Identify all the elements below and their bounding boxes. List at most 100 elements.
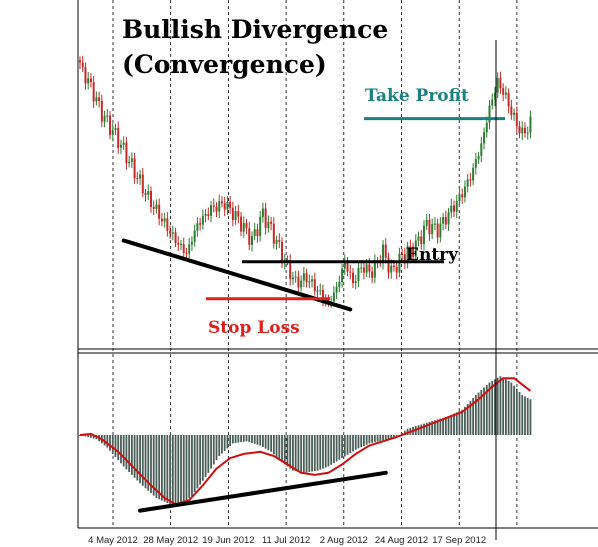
candle-body — [89, 78, 92, 83]
candle-body — [212, 205, 215, 207]
histogram-bar — [242, 435, 245, 442]
histogram-bar — [453, 413, 455, 435]
candle-body — [245, 222, 248, 229]
candle-body — [308, 281, 311, 283]
candle-body — [469, 179, 472, 181]
candle-body — [403, 254, 406, 264]
histogram-bar — [428, 421, 431, 435]
candle-body — [332, 292, 335, 302]
histogram-bar — [488, 382, 491, 435]
histogram-bar — [474, 395, 477, 435]
histogram-bar — [117, 435, 120, 461]
candle-body — [193, 230, 196, 242]
histogram-bar — [461, 409, 464, 435]
candle-body — [152, 206, 155, 209]
candle-body — [291, 277, 294, 280]
candle-body — [341, 268, 344, 283]
candle-body — [95, 97, 98, 102]
candle-body — [81, 62, 84, 68]
histogram-bar — [231, 435, 234, 444]
candle-body — [412, 246, 415, 257]
histogram-bar — [529, 399, 532, 435]
histogram-bar — [444, 416, 447, 435]
candle-body — [406, 246, 409, 264]
candle-body — [518, 126, 521, 134]
candle-body — [474, 159, 477, 168]
candle-body — [182, 244, 185, 253]
histogram-bar — [92, 435, 95, 439]
price-candles — [79, 55, 532, 309]
candle-body — [371, 271, 374, 278]
histogram-bar — [136, 435, 139, 481]
histogram-bar — [130, 435, 133, 475]
histogram-bar — [111, 435, 114, 454]
candle-body — [450, 205, 453, 213]
candle-body — [491, 99, 494, 106]
candle-body — [190, 241, 193, 245]
histogram-bar — [150, 435, 152, 494]
histogram-bar — [177, 435, 180, 505]
histogram-bar — [439, 418, 442, 435]
histogram-bar — [133, 435, 136, 478]
candle-body — [305, 273, 308, 283]
candle-body — [226, 201, 229, 210]
candle-body — [311, 279, 314, 282]
candle-body — [352, 272, 354, 284]
histogram-bar — [248, 435, 251, 443]
histogram-bar — [234, 435, 237, 443]
histogram-bar — [499, 376, 502, 435]
histogram-bar — [330, 435, 333, 465]
time-axis-labels: 4 May 2012 28 May 2012 19 Jun 2012 11 Jul 2… — [88, 535, 486, 546]
candle-body — [253, 229, 256, 237]
candle-body — [384, 244, 387, 258]
histogram-bar — [455, 412, 458, 435]
candle-body — [294, 276, 297, 278]
candle-body — [510, 106, 513, 115]
histogram-bar — [229, 435, 232, 446]
histogram-bar — [191, 435, 193, 496]
candle-body — [313, 279, 316, 292]
candle-body — [365, 264, 368, 273]
histogram-bar — [166, 435, 169, 504]
histogram-bar — [218, 435, 221, 456]
candle-body — [529, 116, 532, 133]
candle-body — [98, 97, 101, 101]
histogram-bar — [510, 382, 513, 435]
candle-body — [117, 128, 120, 148]
histogram-bar — [494, 379, 496, 435]
histogram-bar — [180, 435, 182, 505]
candle-body — [493, 92, 496, 100]
candle-body — [300, 280, 303, 288]
histogram-bar — [346, 435, 349, 455]
candle-body — [515, 112, 518, 127]
histogram-bar — [204, 435, 207, 477]
candle-body — [360, 267, 363, 269]
candle-body — [125, 142, 128, 164]
histogram-bar — [316, 435, 319, 471]
candle-body — [92, 82, 95, 102]
candle-body — [141, 174, 144, 194]
time-axis-tick-label: 19 Jun 2012 — [202, 535, 254, 546]
candle-body — [488, 105, 491, 123]
histogram-bar — [297, 435, 300, 472]
candle-body — [442, 217, 445, 224]
histogram-bar — [502, 377, 505, 435]
histogram-bar — [387, 435, 390, 439]
histogram-bar — [292, 435, 294, 471]
candle-body — [100, 100, 103, 122]
candle-body — [422, 225, 425, 244]
candle-body — [158, 204, 161, 219]
candle-body — [155, 204, 158, 209]
candle-body — [275, 240, 278, 244]
histogram-bar — [319, 435, 322, 470]
histogram-bar — [114, 435, 117, 458]
histogram-bar — [360, 435, 363, 448]
histogram-bar — [518, 391, 521, 435]
candle-body — [319, 289, 322, 291]
histogram-bar — [322, 435, 324, 469]
histogram-bar — [507, 380, 510, 435]
candle-body — [289, 260, 292, 280]
histogram-bar — [425, 422, 428, 435]
histogram-bar — [210, 435, 212, 469]
candle-body — [373, 260, 376, 278]
